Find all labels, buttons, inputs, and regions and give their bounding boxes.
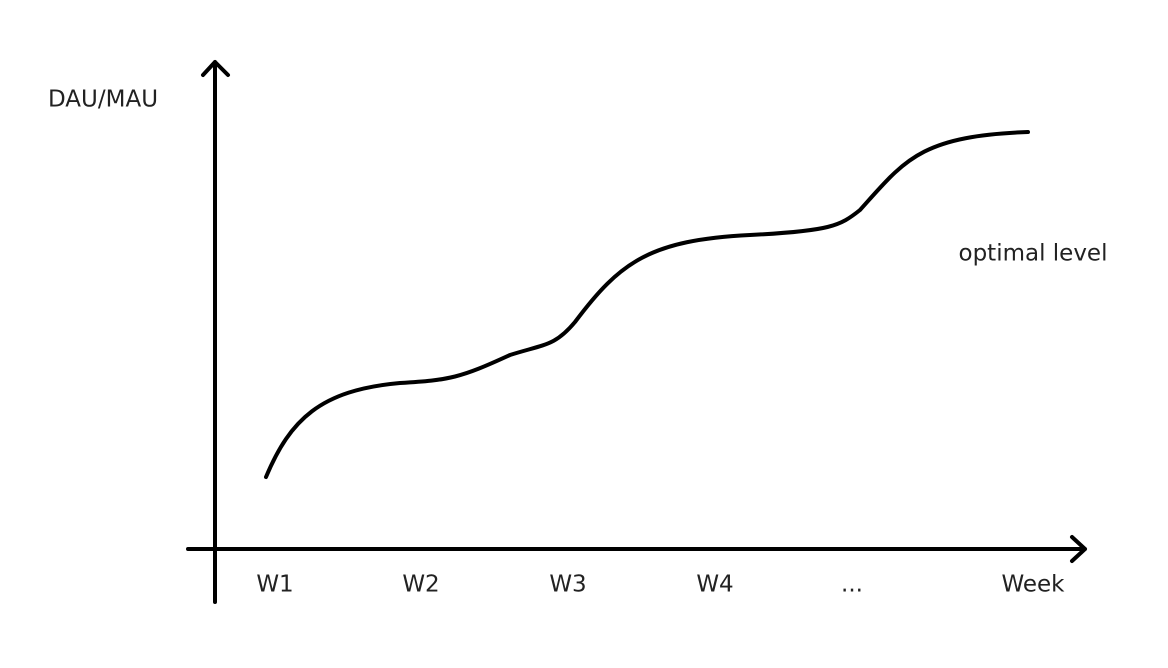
x-tick-label: W4 bbox=[696, 572, 733, 598]
x-tick-label: W2 bbox=[402, 572, 439, 598]
x-axis bbox=[186, 535, 1087, 563]
x-tick-label: W3 bbox=[549, 572, 586, 598]
x-axis-label: Week bbox=[1001, 572, 1065, 598]
curve bbox=[264, 130, 1030, 479]
y-axis bbox=[201, 60, 230, 604]
y-axis-label: DAU/MAU bbox=[48, 87, 158, 113]
x-tick-label: W1 bbox=[256, 572, 293, 598]
x-tick-label: ... bbox=[841, 572, 863, 598]
annotation: optimal level bbox=[959, 241, 1108, 267]
